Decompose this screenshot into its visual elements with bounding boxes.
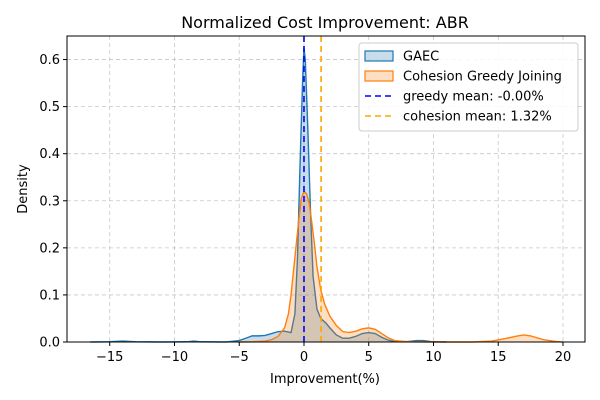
legend-swatch (364, 50, 394, 62)
legend-label: GAEC (403, 50, 439, 65)
x-tick-label: 10 (425, 350, 442, 365)
mean-lines (303, 36, 322, 342)
y-tick-label: 0.0 (39, 336, 60, 351)
legend-label: cohesion mean: 1.32% (403, 110, 552, 125)
x-tick-label: −10 (161, 350, 188, 365)
y-tick-label: 0.3 (39, 194, 60, 209)
x-tick-label: 0 (300, 350, 308, 365)
x-tick-label: −5 (230, 350, 249, 365)
plot-frame (66, 35, 586, 343)
x-tick-label: 20 (555, 350, 572, 365)
x-tick-label: −15 (96, 350, 123, 365)
legend: GAEC Cohesion Greedy Joining greedy mean: … (358, 42, 579, 132)
x-axis: −15 −10 −5 0 5 10 15 20 (96, 342, 571, 365)
x-tick-label: 5 (365, 350, 373, 365)
y-tick-label: 0.5 (39, 100, 60, 115)
legend-box (358, 42, 579, 132)
x-axis-label: Improvement(%) (270, 372, 380, 387)
x-tick-label: 15 (490, 350, 507, 365)
y-tick-label: 0.6 (39, 53, 60, 68)
legend-label: greedy mean: -0.00% (403, 90, 544, 105)
y-tick-label: 0.1 (39, 288, 60, 303)
legend-label: Cohesion Greedy Joining (403, 70, 562, 85)
y-axis-label: Density (16, 164, 31, 214)
y-axis: 0.0 0.1 0.2 0.3 0.4 0.5 0.6 (39, 53, 67, 351)
y-tick-label: 0.4 (39, 147, 60, 162)
series-line-1 (239, 190, 564, 343)
y-tick-label: 0.2 (39, 241, 60, 256)
series-area-1 (239, 191, 563, 342)
legend-swatch (364, 70, 394, 82)
chart-title: Normalized Cost Improvement: ABR (181, 13, 469, 32)
